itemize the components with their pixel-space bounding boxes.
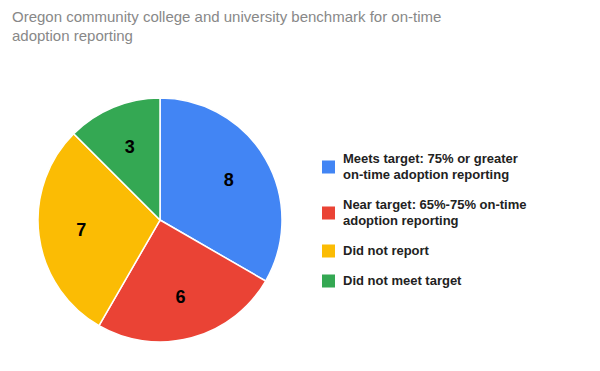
chart-container: Oregon community college and university …: [0, 0, 600, 371]
data-label: 6: [176, 287, 186, 307]
legend-swatch: [322, 275, 335, 288]
data-label: 3: [125, 137, 135, 157]
legend: Meets target: 75% or greateron-time adop…: [322, 151, 527, 288]
legend-entry: Did not meet target: [343, 273, 462, 288]
legend-entry: Did not report: [343, 243, 430, 258]
legend-entry: Near target: 65%-75% on-timeadoption rep…: [343, 197, 527, 228]
title: Oregon community college and university …: [12, 8, 441, 44]
chart: Oregon community college and university …: [0, 0, 600, 371]
data-label: 8: [224, 170, 234, 190]
slice: [74, 98, 160, 220]
data-label: 7: [76, 220, 86, 240]
legend-swatch: [322, 161, 335, 174]
data-labels: 8 6 7 3: [76, 137, 233, 307]
legend-entry: Meets target: 75% or greateron-time adop…: [343, 151, 518, 182]
legend-swatch: [322, 207, 335, 220]
pie: [38, 98, 282, 342]
legend-swatch: [322, 245, 335, 258]
